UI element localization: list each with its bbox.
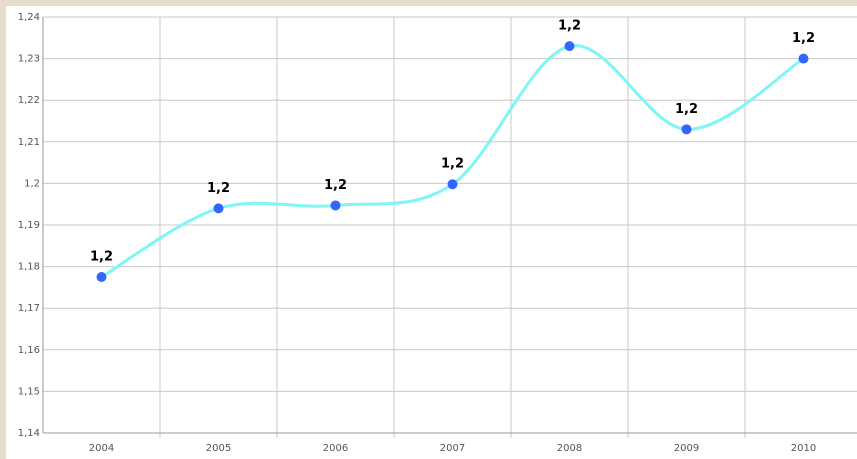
point (330, 200, 341, 211)
point (447, 179, 458, 190)
x-tick-label: 2005 (206, 443, 231, 454)
y-tick-label: 1,23 (18, 54, 40, 65)
value-label: 1,2 (324, 178, 347, 193)
y-tick-label: 1,2 (24, 178, 40, 189)
value-label: 1,2 (441, 157, 464, 172)
value-label: 1,2 (90, 250, 113, 265)
point (96, 272, 107, 282)
point (681, 124, 692, 135)
y-tick-label: 1,18 (18, 262, 40, 273)
x-tick-label: 2010 (791, 443, 816, 454)
x-tick-label: 2004 (89, 443, 114, 454)
value-label: 1,2 (558, 19, 581, 34)
y-tick-label: 1,16 (18, 345, 40, 356)
point (798, 53, 809, 64)
x-tick-label: 2008 (557, 443, 582, 454)
point (564, 41, 575, 52)
panel (6, 6, 857, 459)
y-tick-label: 1,19 (18, 220, 40, 231)
y-tick-label: 1,14 (18, 428, 40, 439)
y-tick-label: 1,24 (18, 12, 40, 23)
value-label: 1,2 (675, 102, 698, 117)
y-tick-label: 1,22 (18, 95, 40, 106)
y-tick-label: 1,17 (18, 303, 40, 314)
y-tick-label: 1,21 (18, 137, 40, 148)
value-label: 1,2 (207, 181, 230, 196)
x-tick-label: 2006 (323, 443, 348, 454)
y-tick-label: 1,15 (18, 386, 40, 397)
value-label: 1,2 (792, 31, 815, 46)
x-tick-label: 2007 (440, 443, 465, 454)
point (213, 203, 224, 214)
x-tick-label: 2009 (674, 443, 699, 454)
